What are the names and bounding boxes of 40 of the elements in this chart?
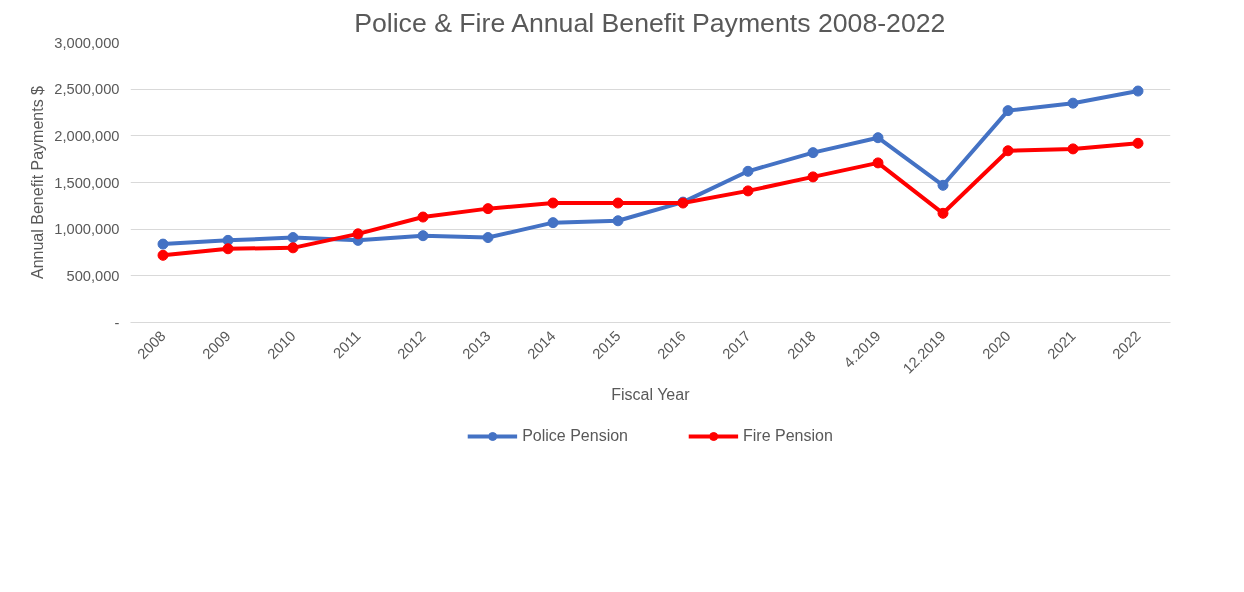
y-tick-label: 1,000,000 <box>54 221 120 238</box>
point <box>547 217 559 229</box>
point <box>742 185 754 197</box>
point <box>1002 145 1014 157</box>
point <box>287 242 299 254</box>
point <box>1132 85 1144 97</box>
point <box>482 203 494 215</box>
point <box>612 215 624 227</box>
point <box>157 238 169 250</box>
point <box>352 228 364 240</box>
point <box>1067 97 1079 109</box>
point <box>287 232 299 244</box>
y-tick-label: 2,500,000 <box>54 81 120 98</box>
point <box>1067 143 1079 155</box>
point <box>482 232 494 244</box>
y-tick-label: 3,000,000 <box>54 34 120 51</box>
legend-label: Police Pension <box>522 427 629 445</box>
point <box>222 243 234 255</box>
y-tick-label: - <box>114 314 120 331</box>
point <box>1132 137 1144 149</box>
point <box>937 207 949 219</box>
y-tick-label: 1,500,000 <box>54 174 120 191</box>
point <box>872 132 884 144</box>
point <box>612 197 624 209</box>
point <box>807 171 819 183</box>
legend-label: Fire Pension <box>743 427 833 445</box>
x-axis-title: Fiscal Year <box>611 386 691 404</box>
point <box>872 157 884 169</box>
y-tick-label: 2,000,000 <box>54 127 120 144</box>
point <box>1002 105 1014 117</box>
y-axis-title: Annual Benefit Payments $ <box>29 85 47 279</box>
point <box>547 197 559 209</box>
point <box>937 179 949 191</box>
point <box>807 147 819 159</box>
point <box>742 165 754 177</box>
y-tick-label: 500,000 <box>66 267 120 284</box>
point <box>417 211 429 223</box>
point <box>157 249 169 261</box>
point <box>417 230 429 242</box>
chart-title: Police & Fire Annual Benefit Payments 2008-2022 <box>354 7 946 38</box>
